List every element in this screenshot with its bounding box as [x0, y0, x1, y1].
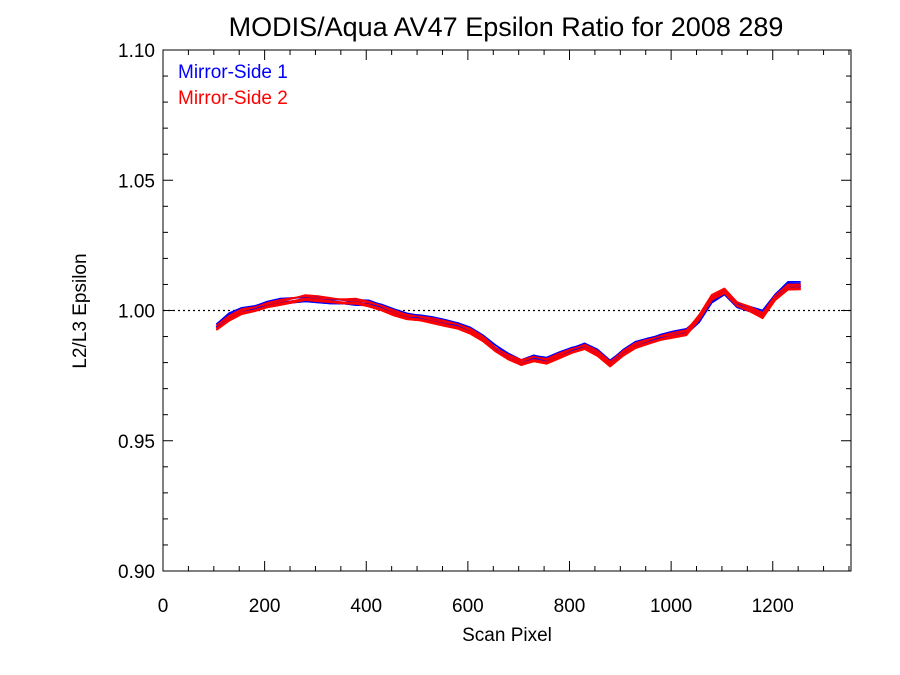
- x-tick-label: 800: [554, 596, 586, 617]
- y-tick-label: 0.95: [118, 432, 155, 453]
- x-tick-label: 1200: [752, 596, 794, 617]
- series-layer: [215, 280, 801, 368]
- x-tick-label: 600: [452, 596, 484, 617]
- axis-ticks: [162, 49, 851, 572]
- x-axis-label: Scan Pixel: [462, 625, 552, 646]
- y-tick-label: 0.90: [118, 562, 155, 583]
- series-2: [215, 283, 801, 368]
- y-tick-label: 1.10: [118, 41, 155, 62]
- axis-tick-labels: 0 200 400 600 800 1000 1200 0.90 0.95 1.00 1.05 1.1…: [118, 41, 794, 617]
- x-tick-label: 0: [158, 596, 169, 617]
- x-tick-label: 400: [350, 596, 382, 617]
- y-tick-label: 1.00: [118, 302, 155, 323]
- y-axis-label: L2/L3 Epsilon: [70, 253, 91, 368]
- series-line-main: [215, 287, 801, 367]
- legend-item-mirror-side-2: Mirror-Side 2: [178, 88, 288, 109]
- x-tick-label: 1000: [650, 596, 692, 617]
- chart-title: MODIS/Aqua AV47 Epsilon Ratio for 2008 2…: [229, 12, 784, 42]
- x-tick-label: 200: [249, 596, 281, 617]
- legend-item-mirror-side-1: Mirror-Side 1: [178, 62, 288, 83]
- y-tick-label: 1.05: [118, 171, 155, 192]
- series-line: [215, 285, 801, 363]
